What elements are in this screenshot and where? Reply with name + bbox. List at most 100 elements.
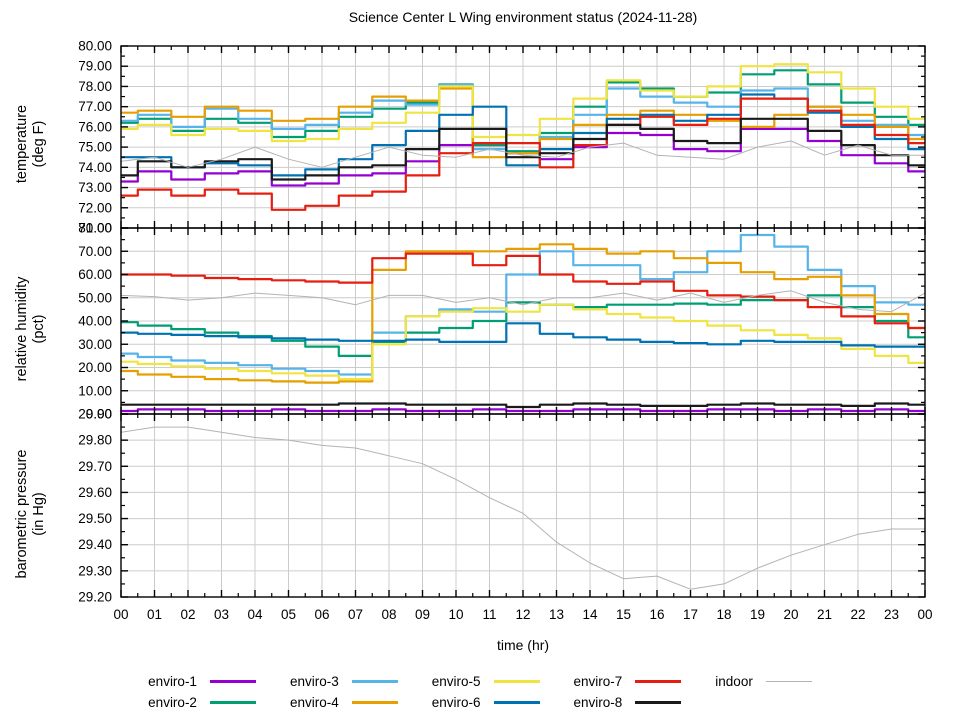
- y-tick-labels-relative-humidity: 0.00 10.00 20.00 30.00 40.00 50.00 60.00 70.00 8…: [78, 221, 112, 422]
- svg-text:29.70: 29.70: [78, 459, 112, 474]
- legend-item-enviro-7: enviro-7: [574, 674, 682, 689]
- legend-item-enviro-6: enviro-6: [432, 695, 540, 710]
- svg-text:20.00: 20.00: [78, 360, 112, 375]
- svg-text:78.00: 78.00: [78, 79, 112, 94]
- legend-swatch-enviro-2: [209, 701, 256, 704]
- svg-text:72.00: 72.00: [78, 200, 112, 215]
- legend-swatch-indoor: [765, 681, 812, 682]
- svg-text:11: 11: [482, 607, 496, 622]
- svg-text:19: 19: [750, 607, 765, 622]
- svg-text:29.80: 29.80: [78, 433, 112, 448]
- svg-text:00: 00: [917, 607, 932, 622]
- svg-text:09: 09: [415, 607, 430, 622]
- svg-text:04: 04: [247, 607, 263, 622]
- legend-swatch-enviro-8: [635, 701, 682, 704]
- series-enviro-6-relative-humidity: [121, 322, 925, 348]
- svg-text:30.00: 30.00: [78, 337, 112, 352]
- series-enviro-5-temperature: [121, 63, 925, 143]
- series-indoor-barometric-pressure: [120, 426, 925, 590]
- legend: enviro-1 enviro-2 enviro-3 enviro-4 enviro-5…: [0, 671, 960, 713]
- legend-label-enviro-3: enviro-3: [289, 674, 339, 689]
- svg-text:29.40: 29.40: [78, 537, 112, 552]
- legend-item-enviro-2: enviro-2: [148, 695, 256, 710]
- svg-text:15: 15: [616, 607, 631, 622]
- svg-text:08: 08: [381, 607, 396, 622]
- legend-swatch-enviro-5: [493, 680, 540, 683]
- svg-text:74.00: 74.00: [78, 160, 112, 175]
- svg-text:02: 02: [180, 607, 195, 622]
- svg-text:10: 10: [448, 607, 463, 622]
- legend-item-enviro-3: enviro-3: [290, 674, 398, 689]
- legend-label-enviro-6: enviro-6: [431, 695, 481, 710]
- legend-label-enviro-2: enviro-2: [148, 695, 197, 710]
- gridlines-temperature: [120, 45, 926, 229]
- series-enviro-8-relative-humidity: [121, 402, 925, 409]
- legend-item-enviro-4: enviro-4: [290, 695, 398, 710]
- svg-text:10.00: 10.00: [78, 383, 112, 398]
- series-enviro-4-temperature: [121, 87, 925, 159]
- legend-swatch-enviro-4: [351, 701, 398, 704]
- gridlines-barometric-pressure: [120, 413, 926, 598]
- svg-text:75.00: 75.00: [78, 140, 112, 155]
- svg-text:06: 06: [314, 607, 329, 622]
- legend-item-enviro-1: enviro-1: [148, 674, 256, 689]
- svg-text:18: 18: [716, 607, 731, 622]
- gridlines-relative-humidity: [120, 227, 926, 415]
- svg-text:29.50: 29.50: [78, 511, 112, 526]
- svg-text:70.00: 70.00: [78, 244, 112, 259]
- series-enviro-7-temperature: [121, 97, 925, 211]
- x-axis-label: time (hr): [496, 637, 550, 653]
- series-enviro-4-relative-humidity: [121, 243, 925, 384]
- legend-label-enviro-8: enviro-8: [573, 695, 623, 710]
- legend-label-enviro-7: enviro-7: [573, 674, 623, 689]
- series-enviro-3-relative-humidity: [121, 233, 925, 376]
- chart-canvas: 71.00 72.00 73.00 74.00 75.00 76.00 77.00 78.00…: [78, 39, 932, 623]
- svg-text:07: 07: [348, 607, 363, 622]
- svg-text:77.00: 77.00: [78, 99, 112, 114]
- series-indoor-temperature: [120, 140, 925, 168]
- svg-text:79.00: 79.00: [78, 59, 112, 74]
- panel-border-barometric-pressure: [120, 413, 926, 598]
- svg-text:80.00: 80.00: [78, 221, 112, 236]
- svg-text:05: 05: [281, 607, 296, 622]
- legend-label-enviro-5: enviro-5: [431, 674, 481, 689]
- svg-text:23: 23: [884, 607, 899, 622]
- svg-text:16: 16: [649, 607, 664, 622]
- svg-text:80.00: 80.00: [78, 39, 112, 54]
- svg-text:73.00: 73.00: [78, 180, 112, 195]
- chart-title: Science Center L Wing environment status…: [348, 9, 698, 25]
- svg-text:71.00: 71.00: [78, 221, 112, 236]
- series-enviro-5-relative-humidity: [121, 303, 925, 381]
- svg-text:29.20: 29.20: [78, 590, 112, 605]
- svg-text:01: 01: [147, 607, 162, 622]
- legend-item-enviro-5: enviro-5: [432, 674, 540, 689]
- svg-text:22: 22: [850, 607, 865, 622]
- svg-text:29.60: 29.60: [78, 485, 112, 500]
- x-tick-labels: 00 01 02 03 04 05 06 07 08 09 10 11 12 13 14 15 16 17 18 19…: [113, 607, 932, 622]
- legend-item-indoor: indoor: [715, 674, 812, 689]
- svg-text:29.90: 29.90: [78, 407, 112, 422]
- svg-text:40.00: 40.00: [78, 314, 112, 329]
- series-enviro-7-relative-humidity: [121, 252, 925, 330]
- y-tick-labels-temperature: 71.00 72.00 73.00 74.00 75.00 76.00 77.00 78.00…: [78, 39, 112, 236]
- svg-text:17: 17: [683, 607, 698, 622]
- series-barometric-pressure: [120, 426, 925, 590]
- svg-text:00: 00: [113, 607, 128, 622]
- svg-text:14: 14: [582, 607, 598, 622]
- legend-label-enviro-4: enviro-4: [289, 695, 339, 710]
- legend-label-indoor: indoor: [715, 674, 753, 689]
- series-enviro-8-temperature: [121, 117, 925, 181]
- svg-text:12: 12: [515, 607, 530, 622]
- svg-text:0.00: 0.00: [86, 407, 112, 422]
- legend-swatch-enviro-6: [493, 701, 540, 704]
- svg-text:20: 20: [783, 607, 798, 622]
- svg-text:50.00: 50.00: [78, 290, 112, 305]
- legend-label-enviro-1: enviro-1: [148, 674, 197, 689]
- series-indoor-relative-humidity: [120, 290, 926, 313]
- series-enviro-2-temperature: [121, 69, 925, 153]
- y-tick-labels-barometric-pressure: 29.20 29.30 29.40 29.50 29.60 29.70 29.80 29.90: [78, 407, 112, 605]
- svg-text:60.00: 60.00: [78, 267, 112, 282]
- legend-swatch-enviro-1: [209, 680, 256, 683]
- legend-swatch-enviro-3: [351, 680, 398, 683]
